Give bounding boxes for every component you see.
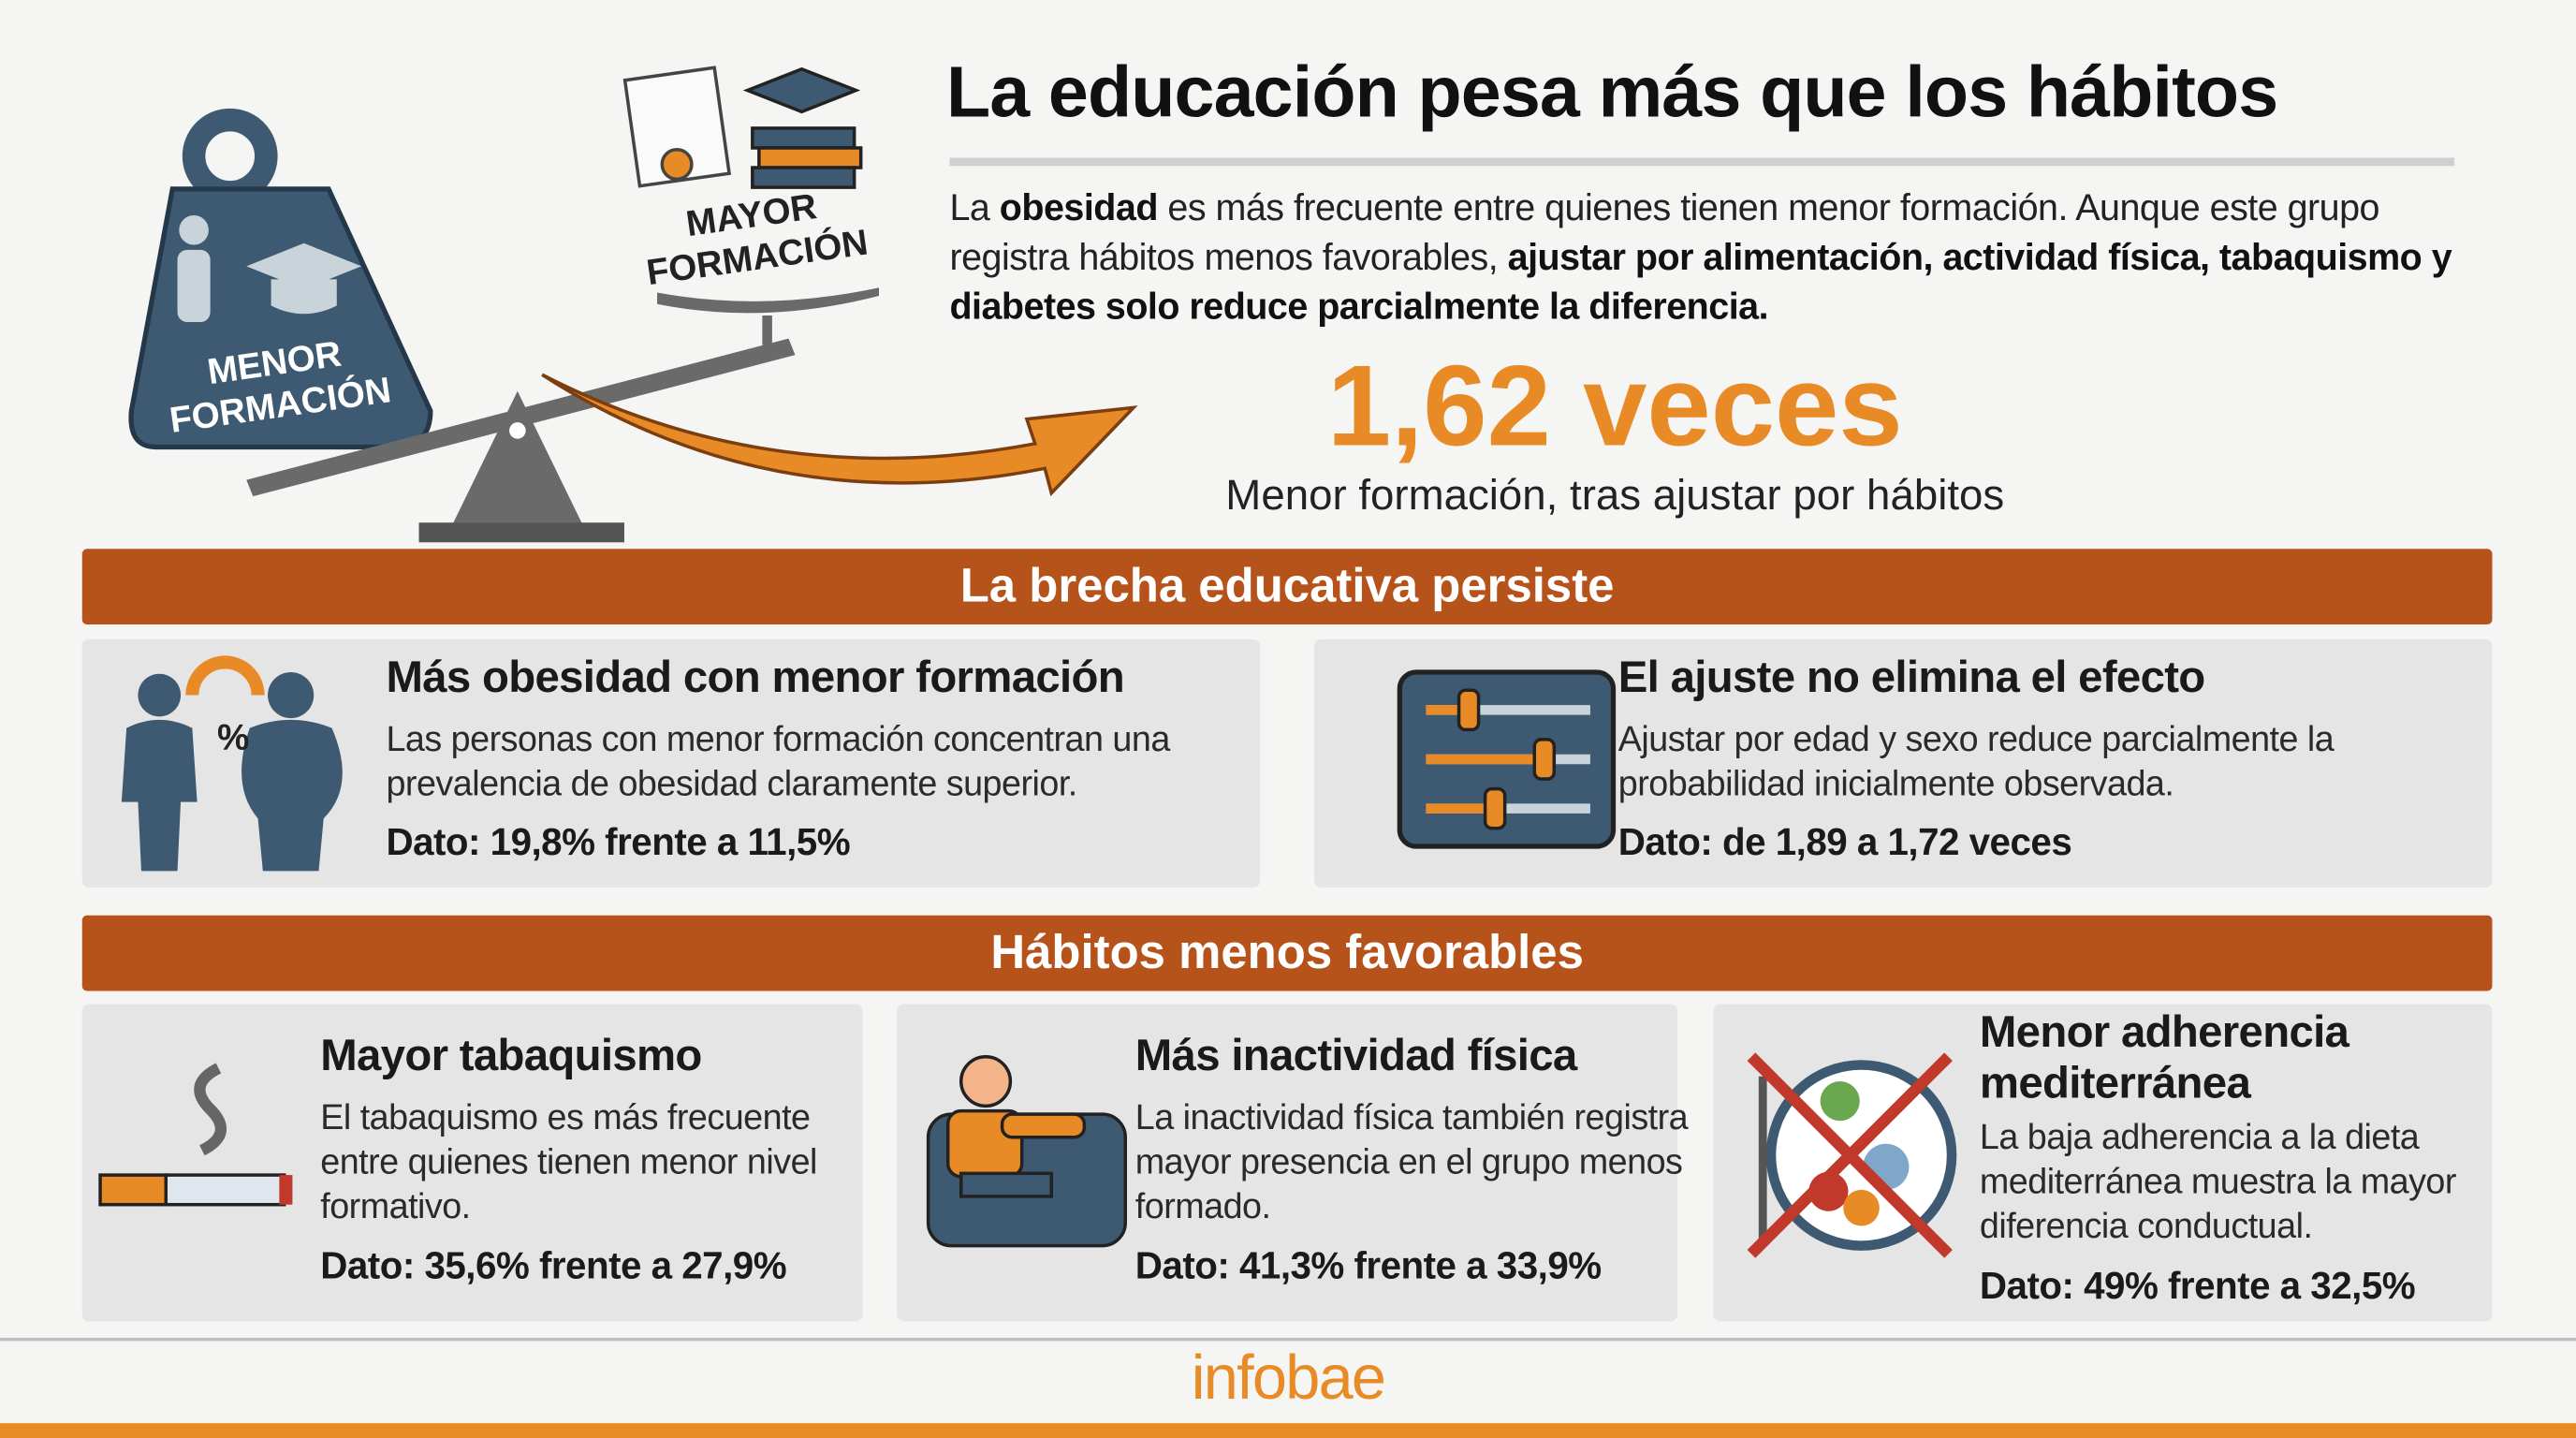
title-rule: [949, 157, 2455, 167]
card-dato: Dato: 19,8% frente a 11,5%: [386, 819, 851, 863]
card-body: La baja adherencia a la dieta mediterrán…: [1979, 1117, 2457, 1246]
card-title: Menor adherencia mediterránea: [1979, 1007, 2349, 1108]
intro-emphasis: obesidad: [999, 187, 1159, 229]
card-dato: Dato: 49% frente a 32,5%: [1979, 1263, 2416, 1307]
key-stat: 1,62 veces: [1326, 342, 1903, 471]
sofa-icon: [926, 1054, 1127, 1248]
card-title: El ajuste no elimina el efecto: [1617, 652, 2205, 702]
card-body: La inactividad física también registra m…: [1134, 1097, 1689, 1226]
card-title: Más inactividad física: [1134, 1030, 1577, 1080]
card-dato: Dato: 41,3% frente a 33,9%: [1134, 1243, 1602, 1287]
footer-rule: [0, 1337, 2576, 1342]
high-label: MAYORFORMACIÓN: [638, 180, 871, 293]
card-dato: Dato: 35,6% frente a 27,9%: [320, 1243, 787, 1287]
section-banner: Hábitos menos favorables: [81, 915, 2493, 991]
intro: La obesidad es más frecuente entre quien…: [949, 184, 2485, 332]
diet-icon: [1747, 1052, 1957, 1258]
obesity-icon: %: [121, 655, 343, 872]
brand: infobae: [1191, 1343, 1386, 1414]
card: Menor adherencia mediterránea La baja adh…: [1713, 1004, 2493, 1322]
card-title: Más obesidad con menor formación: [386, 652, 1125, 702]
card-title: Mayor tabaquismo: [320, 1030, 702, 1080]
key-stat-caption: Menor formación, tras ajustar por hábito…: [1225, 470, 2005, 520]
intro-text: La: [949, 187, 1000, 229]
footer-bar: [0, 1423, 2576, 1438]
cigarette-icon: [98, 1063, 293, 1207]
intro-emphasis: ajustar por alimentación, actividad físi…: [949, 236, 2452, 328]
card-body: El tabaquismo es más frecuente entre qui…: [320, 1097, 817, 1226]
card: Mayor tabaquismo El tabaquismo es más fre…: [81, 1004, 863, 1322]
section-banner: La brecha educativa persiste: [81, 549, 2493, 625]
svg-text:%: %: [217, 717, 249, 757]
intro-text: es más frecuente entre quienes tienen me…: [949, 187, 2379, 278]
title: La educación pesa más que los hábitos: [945, 52, 2278, 134]
card-dato: Dato: de 1,89 a 1,72 veces: [1617, 819, 2072, 863]
scale-illustration: MENORFORMACIÓN MAYORFORMACIÓN: [128, 66, 1138, 543]
card-body: Las personas con menor formación concent…: [386, 719, 1170, 804]
sliders-icon: [1397, 669, 1617, 849]
card-body: Ajustar por edad y sexo reduce parcialme…: [1617, 719, 2334, 804]
